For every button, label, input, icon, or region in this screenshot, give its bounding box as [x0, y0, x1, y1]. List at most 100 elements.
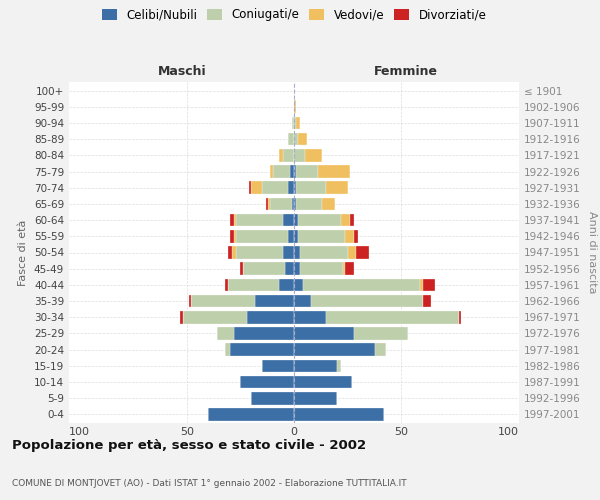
- Bar: [262, 182, 287, 194]
- Bar: [287, 230, 294, 242]
- Bar: [286, 262, 294, 275]
- Bar: [189, 295, 191, 308]
- Bar: [268, 198, 271, 210]
- Bar: [294, 100, 296, 113]
- Bar: [294, 360, 337, 372]
- Bar: [279, 149, 283, 162]
- Bar: [249, 182, 251, 194]
- Bar: [236, 214, 283, 226]
- Bar: [294, 295, 311, 308]
- Bar: [322, 198, 335, 210]
- Bar: [296, 116, 301, 130]
- Bar: [294, 182, 296, 194]
- Bar: [226, 344, 230, 356]
- Bar: [217, 327, 234, 340]
- Bar: [230, 344, 294, 356]
- Bar: [302, 278, 421, 291]
- Bar: [191, 295, 256, 308]
- Bar: [230, 214, 234, 226]
- Bar: [294, 278, 302, 291]
- Bar: [290, 165, 294, 178]
- Bar: [181, 311, 182, 324]
- Bar: [301, 246, 347, 259]
- Bar: [294, 311, 326, 324]
- Bar: [241, 262, 242, 275]
- Bar: [356, 246, 369, 259]
- Legend: Celibi/Nubili, Coniugati/e, Vedovi/e, Divorziati/e: Celibi/Nubili, Coniugati/e, Vedovi/e, Di…: [101, 8, 487, 22]
- Bar: [296, 198, 322, 210]
- Bar: [296, 182, 326, 194]
- Bar: [346, 262, 354, 275]
- Bar: [232, 246, 236, 259]
- Bar: [350, 214, 354, 226]
- Bar: [337, 360, 341, 372]
- Bar: [287, 133, 294, 145]
- Bar: [347, 246, 356, 259]
- Bar: [298, 230, 346, 242]
- Bar: [294, 116, 296, 130]
- Bar: [341, 214, 350, 226]
- Bar: [227, 246, 232, 259]
- Bar: [234, 327, 294, 340]
- Bar: [272, 165, 290, 178]
- Text: Femmine: Femmine: [373, 64, 437, 78]
- Bar: [422, 278, 436, 291]
- Bar: [283, 214, 294, 226]
- Bar: [247, 311, 294, 324]
- Bar: [298, 214, 341, 226]
- Bar: [226, 278, 227, 291]
- Bar: [294, 246, 301, 259]
- Bar: [326, 311, 459, 324]
- Bar: [305, 149, 322, 162]
- Text: COMUNE DI MONTJOVET (AO) - Dati ISTAT 1° gennaio 2002 - Elaborazione TUTTITALIA.: COMUNE DI MONTJOVET (AO) - Dati ISTAT 1°…: [12, 478, 407, 488]
- Bar: [376, 344, 386, 356]
- Bar: [182, 311, 247, 324]
- Bar: [459, 311, 461, 324]
- Bar: [242, 262, 286, 275]
- Bar: [294, 230, 298, 242]
- Bar: [208, 408, 294, 420]
- Bar: [346, 230, 354, 242]
- Bar: [271, 198, 292, 210]
- Text: Maschi: Maschi: [158, 64, 207, 78]
- Bar: [422, 295, 431, 308]
- Bar: [234, 214, 236, 226]
- Bar: [294, 165, 296, 178]
- Bar: [294, 198, 296, 210]
- Text: Popolazione per età, sesso e stato civile - 2002: Popolazione per età, sesso e stato civil…: [12, 440, 366, 452]
- Bar: [421, 278, 422, 291]
- Bar: [301, 262, 343, 275]
- Bar: [266, 198, 268, 210]
- Bar: [294, 149, 305, 162]
- Bar: [294, 344, 376, 356]
- Y-axis label: Anni di nascita: Anni di nascita: [587, 211, 597, 294]
- Bar: [326, 182, 347, 194]
- Bar: [236, 230, 287, 242]
- Bar: [294, 408, 384, 420]
- Bar: [317, 165, 350, 178]
- Bar: [296, 165, 317, 178]
- Bar: [227, 278, 279, 291]
- Bar: [230, 230, 234, 242]
- Bar: [287, 182, 294, 194]
- Bar: [241, 376, 294, 388]
- Y-axis label: Fasce di età: Fasce di età: [19, 220, 28, 286]
- Bar: [283, 149, 294, 162]
- Bar: [279, 278, 294, 291]
- Bar: [294, 327, 354, 340]
- Bar: [292, 198, 294, 210]
- Bar: [298, 133, 307, 145]
- Bar: [292, 116, 294, 130]
- Bar: [354, 327, 407, 340]
- Bar: [294, 133, 298, 145]
- Bar: [271, 165, 272, 178]
- Bar: [294, 392, 337, 404]
- Bar: [294, 376, 352, 388]
- Bar: [343, 262, 346, 275]
- Bar: [256, 295, 294, 308]
- Bar: [354, 230, 358, 242]
- Bar: [294, 214, 298, 226]
- Bar: [294, 262, 301, 275]
- Bar: [283, 246, 294, 259]
- Bar: [251, 182, 262, 194]
